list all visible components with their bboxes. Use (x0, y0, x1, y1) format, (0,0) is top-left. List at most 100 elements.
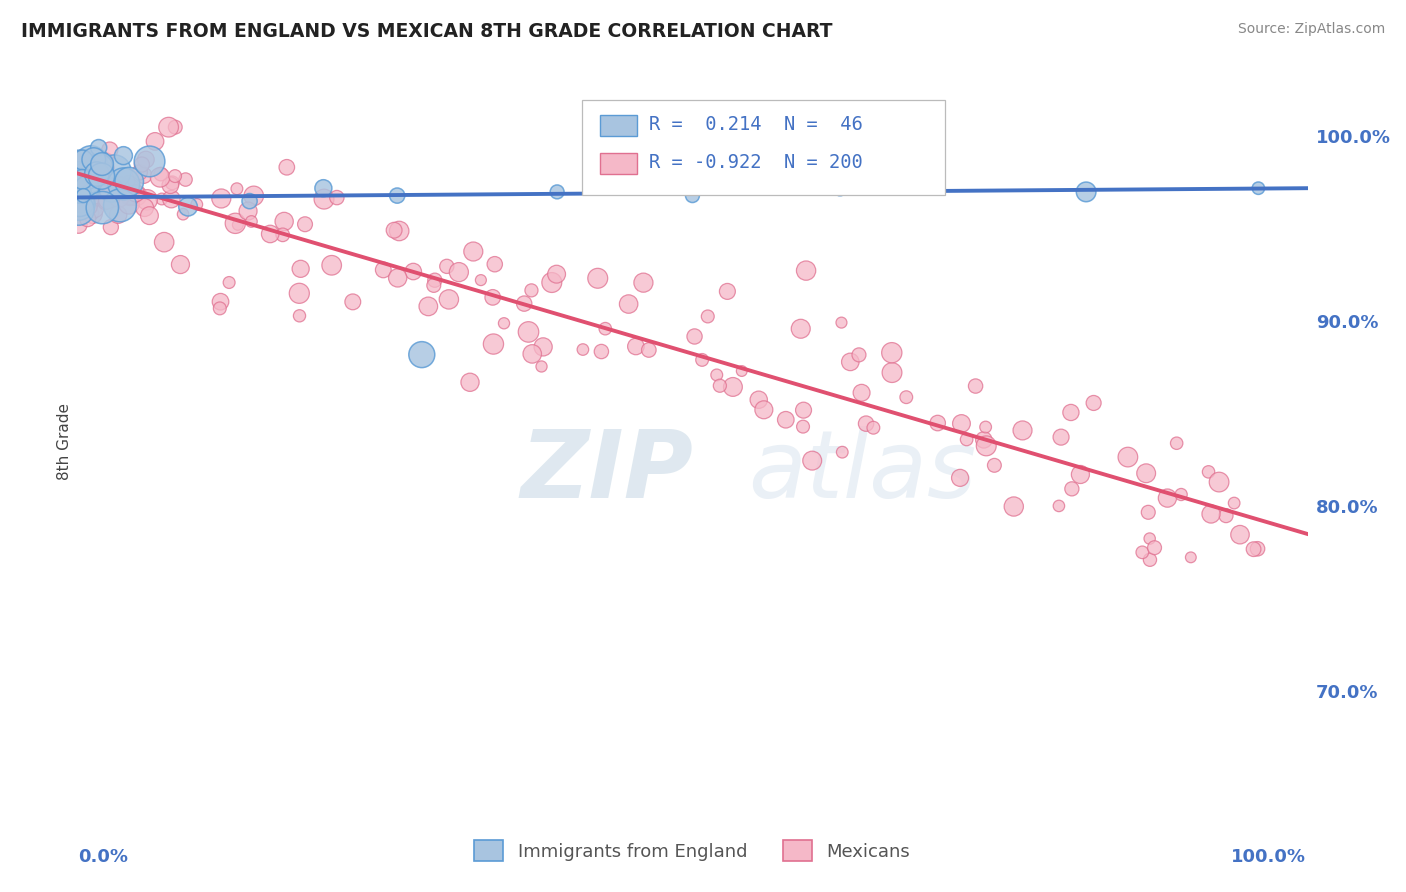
Point (411, 348, 433, 362)
Point (69, 160, 91, 174)
Point (862, 421, 884, 435)
Point (73, 157, 96, 171)
Point (950, 417, 973, 431)
Point (72, 178, 94, 193)
Point (288, 286, 311, 301)
Point (572, 343, 595, 357)
Point (94, 195, 117, 210)
Point (69, 185, 91, 199)
Point (67, 204, 90, 219)
Point (67, 196, 90, 211)
Point (67, 181, 90, 195)
Point (484, 257, 506, 271)
Point (517, 325, 540, 339)
Point (482, 337, 505, 351)
Point (91, 157, 114, 171)
Point (108, 190, 131, 204)
Point (80, 172, 103, 186)
Point (82, 207, 104, 221)
Point (90, 156, 112, 170)
Point (118, 174, 141, 188)
Point (716, 285, 738, 299)
Point (108, 198, 131, 212)
Point (103, 190, 125, 204)
Point (118, 182, 141, 196)
Legend: Immigrants from England, Mexicans: Immigrants from England, Mexicans (467, 833, 918, 869)
FancyBboxPatch shape (582, 101, 945, 195)
Point (321, 258, 343, 272)
Point (1223, 496, 1246, 510)
Point (1060, 405, 1083, 419)
Point (385, 188, 409, 202)
Point (118, 175, 141, 189)
Point (637, 343, 659, 357)
Text: R =  0.214  N =  46: R = 0.214 N = 46 (650, 115, 863, 134)
Point (94, 162, 117, 177)
Point (91, 157, 114, 171)
Point (86, 167, 108, 181)
Point (177, 200, 200, 214)
Point (84, 191, 107, 205)
Point (1011, 424, 1033, 438)
Point (112, 177, 135, 191)
Point (96, 194, 118, 208)
Point (124, 186, 146, 201)
Point (226, 218, 249, 232)
Point (86, 157, 108, 171)
Point (103, 164, 125, 178)
Point (1156, 491, 1178, 505)
Point (112, 148, 135, 162)
Point (706, 368, 728, 382)
Point (76, 185, 98, 199)
Point (983, 458, 1005, 473)
Point (67, 202, 90, 217)
Point (83, 190, 105, 204)
Point (79, 171, 101, 186)
Point (790, 322, 813, 336)
Point (312, 181, 335, 195)
Point (1139, 532, 1161, 546)
Point (169, 258, 191, 272)
Point (72, 175, 94, 189)
Point (540, 276, 562, 290)
Text: R = -0.922  N = 200: R = -0.922 N = 200 (650, 153, 863, 172)
Point (157, 120, 180, 135)
Point (1050, 430, 1073, 444)
Point (100, 183, 122, 197)
Point (162, 176, 184, 190)
Point (118, 197, 141, 211)
Point (91, 201, 114, 215)
Point (793, 403, 815, 417)
Text: atlas: atlas (748, 426, 976, 517)
Point (470, 273, 492, 287)
Point (67, 171, 90, 186)
Point (75, 185, 97, 199)
Point (682, 188, 704, 202)
Point (83, 202, 105, 216)
Point (89, 170, 111, 185)
Point (135, 153, 157, 167)
Point (1143, 541, 1166, 555)
Point (1076, 185, 1098, 199)
Point (153, 235, 176, 249)
Point (160, 192, 183, 206)
Point (974, 439, 997, 453)
Point (855, 417, 877, 431)
Point (1215, 508, 1237, 523)
Point (149, 170, 172, 185)
Point (98, 143, 121, 157)
Point (208, 301, 231, 316)
Point (617, 297, 640, 311)
Point (240, 214, 263, 228)
Point (1166, 436, 1188, 450)
Point (481, 290, 503, 304)
Point (276, 161, 298, 175)
Y-axis label: 8th Grade: 8th Grade (56, 403, 72, 480)
Point (70, 194, 93, 209)
Point (830, 316, 852, 330)
Point (1116, 450, 1139, 464)
Point (72, 178, 94, 192)
Point (86, 173, 108, 187)
Point (683, 329, 706, 343)
Point (67, 192, 90, 206)
